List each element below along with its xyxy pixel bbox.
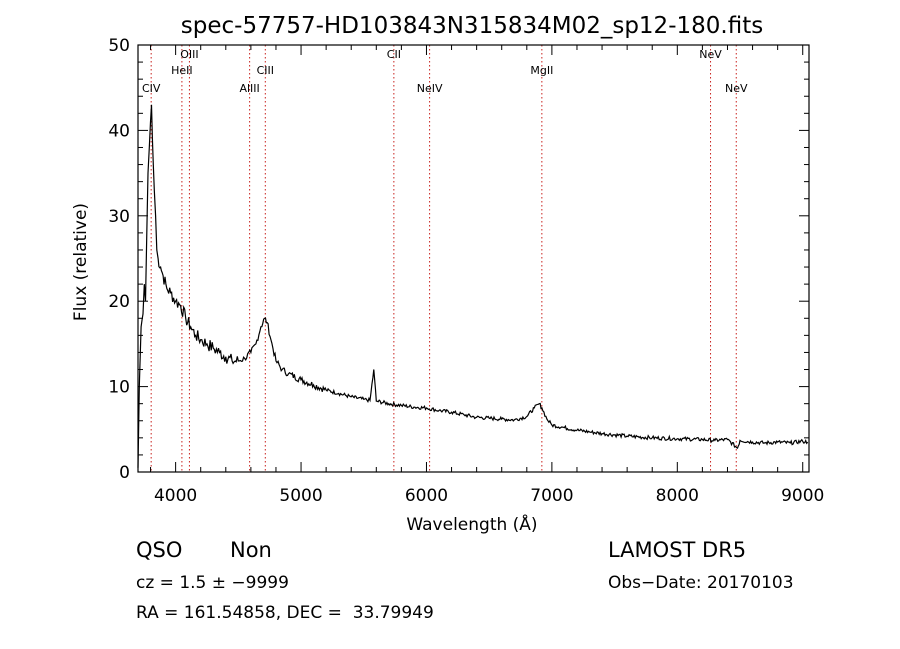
x-axis-label: Wavelength (Å) [406, 513, 537, 535]
line-label-heii: HeII [171, 64, 193, 77]
y-axis: 0 10 20 30 40 50 [108, 36, 809, 483]
coordinates: RA = 161.54858, DEC = 33.79949 [136, 603, 434, 623]
y-tick-label: 50 [108, 36, 130, 56]
line-label-nev: NeV [725, 82, 748, 95]
chart-title: spec-57757-HD103843N315834M02_sp12-180.f… [181, 13, 763, 39]
plot-frame [137, 44, 810, 473]
x-tick-label: 7000 [530, 486, 573, 506]
line-label-ciii: CIII [257, 64, 274, 77]
spectrum-line [137, 104, 809, 468]
x-tick-label: 8000 [656, 486, 699, 506]
y-tick-label: 30 [108, 207, 130, 227]
y-tick-label: 40 [108, 121, 130, 141]
y-tick-label: 10 [108, 378, 130, 398]
y-axis-label: Flux (relative) [71, 203, 91, 321]
line-label-cii: CII [387, 48, 401, 61]
line-label-oiii: OIII [180, 48, 198, 61]
redshift-cz: cz = 1.5 ± −9999 [136, 573, 289, 593]
object-class: QSO [136, 538, 183, 562]
x-axis: 4000 5000 6000 7000 8000 9000 [150, 45, 824, 506]
line-label-aliii: AlIII [239, 82, 259, 95]
y-tick-label: 0 [119, 463, 130, 483]
line-label-mgii: MgII [530, 64, 553, 77]
x-tick-label: 4000 [154, 486, 197, 506]
x-tick-label: 5000 [279, 486, 322, 506]
y-tick-label: 20 [108, 292, 130, 312]
line-label-neiv: NeIV [417, 82, 443, 95]
spectral-line-markers [150, 45, 737, 472]
line-label-nev: NeV [699, 48, 722, 61]
x-tick-label: 9000 [781, 486, 824, 506]
observation-date: Obs−Date: 20170103 [608, 573, 794, 593]
line-label-civ: CIV [142, 82, 161, 95]
x-tick-label: 6000 [405, 486, 448, 506]
object-subclass: Non [230, 538, 272, 562]
spectral-line-labels: CIV HeII OIII AlIII CIII CII NeIV MgII NeV NeV [142, 48, 748, 95]
survey-name: LAMOST DR5 [608, 538, 747, 562]
